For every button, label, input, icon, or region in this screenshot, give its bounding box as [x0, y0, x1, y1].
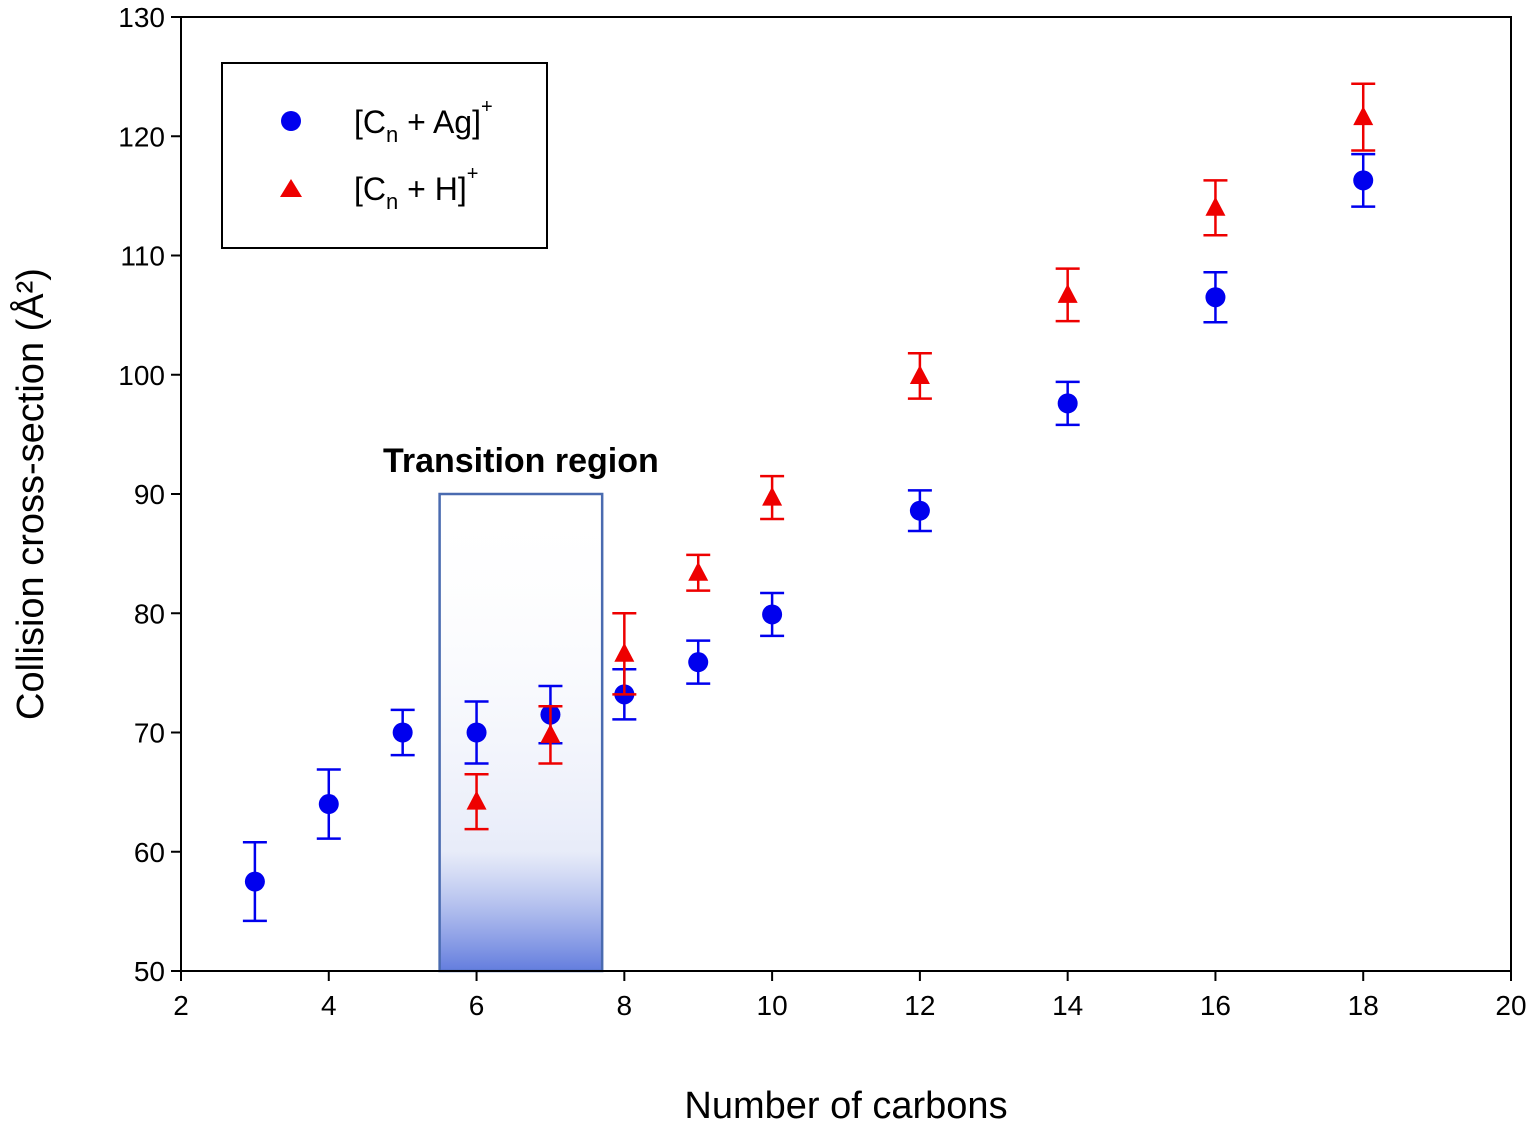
y-tick-label: 110 — [120, 241, 165, 272]
y-tick-label: 50 — [134, 956, 165, 987]
data-point — [688, 561, 709, 581]
y-tick-label: 120 — [118, 121, 165, 152]
data-point — [1057, 393, 1078, 414]
y-tick-label: 70 — [134, 718, 165, 749]
data-point — [318, 794, 339, 815]
x-axis-title: Number of carbons — [684, 1085, 1007, 1123]
series-h — [464, 82, 1376, 831]
x-tick-label: 4 — [321, 990, 337, 1021]
data-point — [1057, 283, 1078, 303]
x-tick-label: 14 — [1052, 990, 1083, 1021]
data-point — [762, 604, 783, 625]
x-tick-label: 8 — [617, 990, 633, 1021]
legend-box — [221, 62, 548, 249]
legend-label-ag: [Cn + Ag]+ — [354, 96, 493, 147]
data-point — [466, 722, 487, 743]
y-tick-label: 90 — [134, 479, 165, 510]
x-tick-label: 18 — [1348, 990, 1379, 1021]
data-point — [392, 722, 413, 743]
data-point — [688, 652, 709, 673]
transition-region-label: Transition region — [383, 442, 659, 480]
y-tick-label: 80 — [134, 598, 165, 629]
data-point — [909, 500, 930, 521]
transition-region-layer: Transition region — [383, 442, 659, 973]
legend: [Cn + Ag]+ [Cn + H]+ — [221, 62, 548, 249]
legend-label-h: [Cn + H]+ — [354, 163, 478, 214]
y-axis-title: Collision cross-section (Å²) — [8, 268, 52, 720]
data-point — [466, 790, 487, 810]
data-point — [1205, 287, 1226, 308]
data-point — [1353, 106, 1374, 126]
data-point — [1353, 170, 1374, 191]
data-point — [1205, 196, 1226, 216]
y-tick-label: 60 — [134, 837, 165, 868]
x-tick-label: 2 — [173, 990, 189, 1021]
transition-region-box — [438, 492, 604, 973]
data-point — [762, 486, 783, 506]
series-ag — [242, 152, 1376, 923]
series-layer — [242, 82, 1376, 923]
legend-marker-h — [280, 179, 302, 197]
x-tick-label: 12 — [904, 990, 935, 1021]
x-tick-label: 6 — [469, 990, 485, 1021]
x-tick-label: 10 — [757, 990, 788, 1021]
axis-ticks-layer: 2 4 6 8 10 12 14 16 18 20 50 60 70 80 90 100 110 120 130 — [118, 2, 1526, 1021]
y-tick-label: 100 — [118, 360, 165, 391]
data-point — [909, 364, 930, 384]
data-point — [244, 871, 265, 892]
data-point — [540, 723, 561, 743]
y-tick-label: 130 — [118, 2, 165, 33]
data-point — [614, 642, 635, 662]
legend-marker-ag — [281, 111, 301, 131]
x-tick-label: 20 — [1495, 990, 1526, 1021]
x-tick-label: 16 — [1200, 990, 1231, 1021]
